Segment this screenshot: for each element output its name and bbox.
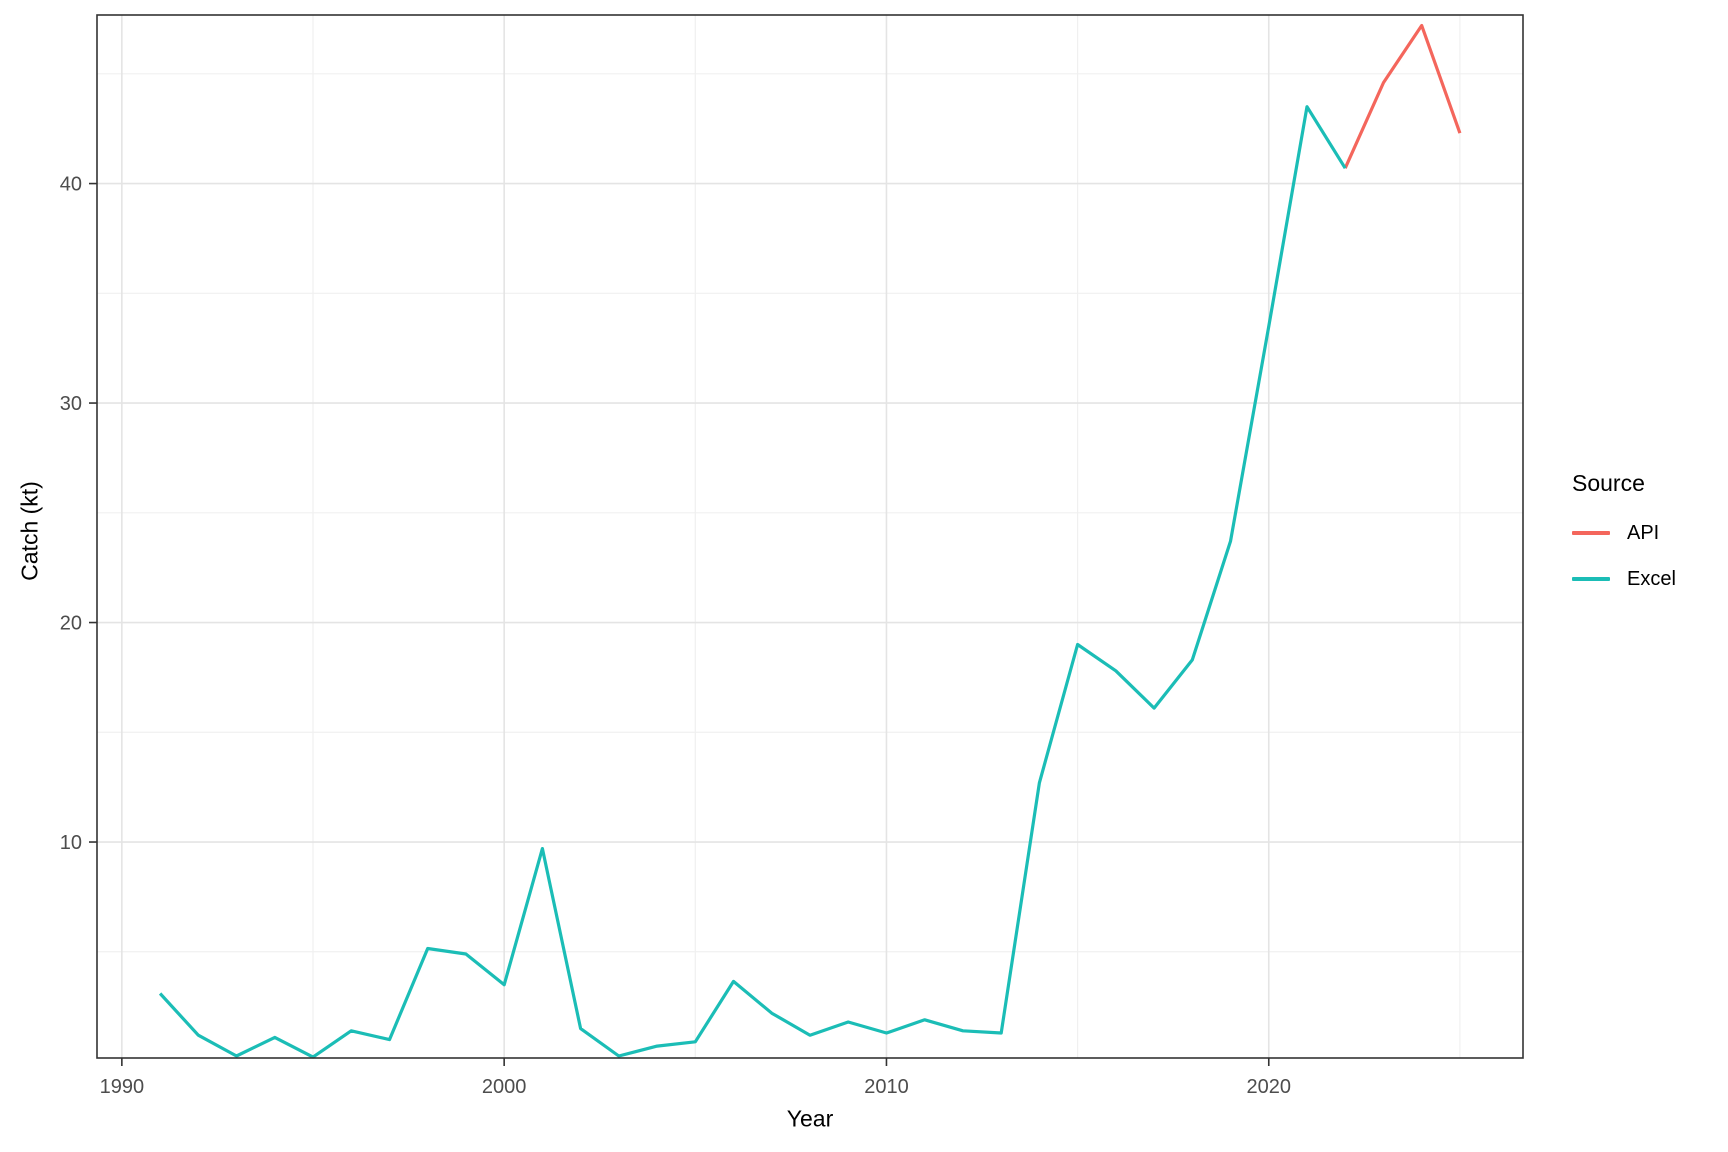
- y-tick-label: 30: [60, 393, 82, 415]
- legend-key-api: [1572, 519, 1610, 547]
- legend-label-excel: Excel: [1627, 567, 1676, 590]
- plot-panel-border: [96, 14, 1524, 1059]
- legend-key-excel: [1572, 565, 1610, 593]
- y-tick-label: 20: [60, 613, 82, 635]
- x-tick-label: 2000: [482, 1076, 527, 1098]
- y-axis-title: Catch (kt): [16, 481, 43, 581]
- legend: Source API Excel: [1572, 470, 1676, 611]
- legend-item-api: API: [1572, 519, 1676, 547]
- x-axis-title: Year: [786, 1105, 834, 1132]
- series-line-api: [1343, 23, 1462, 169]
- legend-label-api: API: [1627, 521, 1660, 544]
- x-tick-label: 2020: [1247, 1076, 1292, 1098]
- x-tick-label: 2010: [864, 1076, 909, 1098]
- y-tick-label: 40: [60, 174, 82, 196]
- excel-line-swatch-icon: [1572, 577, 1610, 581]
- legend-title: Source: [1572, 470, 1645, 496]
- legend-item-excel: Excel: [1572, 565, 1676, 593]
- y-tick-label: 10: [60, 832, 82, 854]
- x-tick-label: 1990: [100, 1076, 145, 1098]
- api-line-swatch-icon: [1572, 531, 1610, 535]
- series-line-excel: [158, 105, 1347, 1059]
